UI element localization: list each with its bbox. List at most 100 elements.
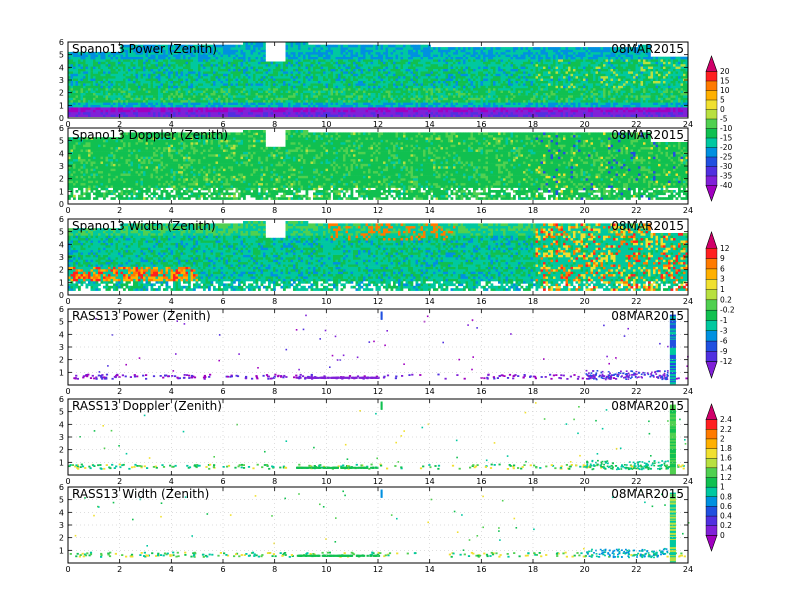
heat-cell — [230, 63, 234, 67]
heat-cell — [423, 49, 426, 53]
heat-cell — [395, 78, 399, 81]
heat-cell — [205, 61, 209, 65]
heat-cell — [93, 73, 96, 77]
heat-cell — [123, 68, 126, 72]
heat-cell — [138, 56, 141, 60]
heat-cell — [368, 61, 371, 65]
heat-cell — [273, 66, 276, 69]
heat-cell — [83, 109, 86, 113]
heat-cell — [328, 68, 331, 72]
heat-cell — [480, 102, 484, 105]
heat-cell — [400, 73, 404, 77]
heat-cell — [85, 75, 89, 79]
heat-cell — [270, 73, 274, 77]
heat-cell — [250, 54, 254, 57]
heat-cell — [185, 47, 189, 50]
heat-cell — [75, 107, 79, 110]
heat-cell — [465, 80, 469, 84]
heat-cell — [310, 97, 314, 101]
heat-cell — [433, 90, 436, 93]
heat-cell — [443, 83, 446, 86]
heat-cell — [120, 109, 124, 113]
heat-cell — [465, 73, 469, 77]
heat-cell — [100, 51, 104, 55]
heat-cell — [378, 78, 381, 81]
heat-cell — [150, 51, 154, 55]
heat-cell — [208, 59, 211, 62]
heat-cell — [115, 95, 119, 98]
heat-cell — [140, 107, 144, 110]
heat-cell — [453, 95, 456, 98]
heat-cell — [188, 87, 191, 91]
heat-cell — [85, 71, 89, 74]
heat-cell — [70, 73, 74, 77]
heat-cell — [200, 73, 204, 77]
heat-cell — [258, 63, 261, 67]
heat-cell — [475, 111, 479, 115]
heat-cell — [318, 51, 321, 55]
heat-cell — [323, 85, 326, 89]
heat-cell — [93, 87, 96, 91]
heat-cell — [420, 51, 424, 55]
heat-cell — [215, 80, 219, 84]
heat-cell — [393, 99, 396, 103]
heat-cell — [260, 107, 264, 110]
heat-cell — [320, 109, 324, 113]
heat-cell — [150, 97, 154, 101]
heat-cell — [383, 78, 386, 81]
heat-cell — [180, 83, 184, 86]
heat-cell — [133, 83, 136, 86]
heat-cell — [293, 49, 296, 53]
heat-cell — [238, 59, 241, 62]
heat-cell — [203, 51, 206, 55]
heat-cell — [355, 49, 359, 53]
heat-cell — [230, 99, 234, 103]
heat-cell — [445, 71, 449, 74]
heat-cell — [460, 61, 464, 65]
heat-cell — [153, 54, 156, 57]
heat-cell — [173, 85, 176, 89]
heat-cell — [225, 66, 229, 69]
heat-cell — [355, 61, 359, 65]
heat-cell — [248, 63, 251, 67]
heat-cell — [120, 99, 124, 103]
heat-cell — [393, 80, 396, 84]
heat-cell — [108, 111, 111, 115]
heat-cell — [73, 99, 76, 103]
heat-cell — [315, 78, 319, 81]
heat-cell — [105, 109, 109, 113]
heat-cell — [383, 75, 386, 79]
heat-cell — [158, 85, 161, 89]
heat-cell — [75, 87, 79, 91]
heat-cell — [333, 71, 336, 74]
heat-cell — [170, 75, 174, 79]
heat-cell — [458, 71, 461, 74]
heat-cell — [328, 85, 331, 89]
heat-cell — [420, 95, 424, 98]
heat-cell — [453, 68, 456, 72]
heat-cell — [363, 99, 366, 103]
heat-cell — [178, 47, 181, 50]
heat-cell — [165, 104, 169, 108]
heat-cell — [370, 78, 374, 81]
heat-cell — [358, 63, 361, 67]
heat-cell — [250, 104, 254, 108]
heat-cell — [330, 114, 334, 117]
heat-cell — [395, 61, 399, 65]
heat-cell — [265, 92, 269, 96]
heat-cell — [205, 47, 209, 50]
heat-cell — [433, 54, 436, 57]
heat-cell — [100, 111, 104, 115]
heat-cell — [198, 61, 201, 65]
heat-cell — [358, 49, 361, 53]
heat-cell — [373, 71, 376, 74]
heat-cell — [193, 107, 196, 110]
heat-cell — [375, 61, 379, 65]
heat-cell — [485, 97, 489, 101]
heat-cell — [340, 97, 344, 101]
heat-cell — [383, 90, 386, 93]
heat-cell — [395, 75, 399, 79]
heat-cell — [188, 95, 191, 98]
heat-cell — [440, 54, 444, 57]
heat-cell — [330, 56, 334, 60]
